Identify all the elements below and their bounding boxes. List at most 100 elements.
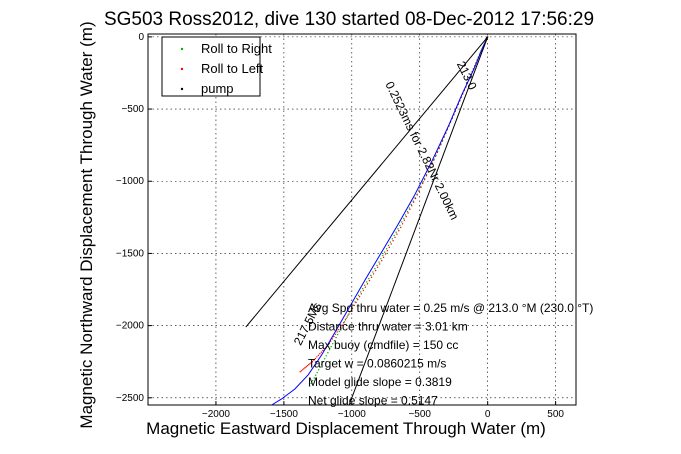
- x-tick-label: −1500: [270, 409, 299, 420]
- series-point: [304, 367, 306, 369]
- series-point: [356, 297, 358, 300]
- series-point: [316, 356, 318, 358]
- legend: Roll to Right Roll to Left pump: [161, 36, 272, 97]
- series-point: [409, 208, 411, 211]
- series-point: [399, 224, 401, 227]
- series-point: [370, 274, 372, 277]
- series-point: [320, 363, 323, 365]
- series-point: [336, 333, 339, 336]
- series-point: [310, 382, 312, 385]
- series-point: [325, 355, 327, 357]
- series-point: [319, 366, 321, 368]
- series-point: [349, 311, 351, 313]
- series-point: [393, 234, 395, 237]
- series-point: [423, 177, 426, 180]
- series-point: [396, 233, 398, 235]
- series-point: [436, 151, 439, 154]
- y-axis-ticks: 0 −500 −1000 −1500 −2000 −2500: [116, 32, 152, 404]
- series-point: [383, 251, 386, 253]
- series-point: [311, 360, 314, 363]
- y-tick-label: −1500: [116, 248, 145, 259]
- series-point: [351, 307, 354, 309]
- series-point: [300, 370, 303, 372]
- legend-marker: [180, 67, 184, 71]
- series-point: [338, 328, 340, 331]
- series-point: [328, 349, 331, 351]
- series-point: [317, 369, 320, 371]
- series-point: [322, 360, 324, 363]
- series-point: [344, 319, 347, 321]
- series-point: [427, 171, 429, 173]
- y-tick-label: −2500: [116, 393, 145, 404]
- series-point: [333, 339, 336, 342]
- series-point: [397, 228, 399, 230]
- series-point: [368, 279, 371, 282]
- series-point: [346, 316, 348, 318]
- series-point: [422, 182, 424, 185]
- legend-label: pump: [201, 81, 234, 96]
- x-tick-label: −1000: [338, 409, 367, 420]
- series-point: [376, 264, 378, 267]
- series-point: [401, 223, 404, 225]
- series-point: [316, 371, 318, 374]
- series-point: [368, 277, 370, 280]
- series-point: [381, 259, 383, 262]
- series-point: [395, 231, 397, 233]
- series-point: [366, 283, 369, 285]
- series-point: [314, 357, 317, 360]
- series-point: [416, 194, 418, 196]
- series-point: [386, 249, 389, 252]
- series-line: [271, 36, 489, 406]
- series-point: [347, 314, 349, 316]
- series-point: [366, 281, 368, 283]
- series-point: [331, 338, 333, 340]
- stat-line: Net glide slope = 0.5147: [308, 394, 438, 408]
- series-point: [308, 385, 311, 387]
- grid: [148, 34, 576, 405]
- stat-line: Distance thru water = 3.01 km: [308, 320, 468, 334]
- series-point: [423, 178, 426, 181]
- series-point: [372, 273, 375, 275]
- series-point: [434, 155, 437, 157]
- series-point: [330, 345, 332, 348]
- series-point: [348, 313, 350, 315]
- series-point: [353, 304, 355, 307]
- series-point: [378, 261, 380, 263]
- series-point: [322, 349, 324, 352]
- series-point: [422, 181, 424, 184]
- stats-block: Avg Spd thru water = 0.25 m/s @ 213.0 °M…: [308, 301, 593, 408]
- series-point: [439, 144, 442, 146]
- series-point: [340, 327, 342, 330]
- series-point: [317, 354, 320, 357]
- series-point: [320, 351, 323, 353]
- series-point: [358, 296, 361, 298]
- series-point: [404, 214, 407, 216]
- series-point: [394, 236, 396, 239]
- series-point: [382, 256, 385, 259]
- stat-line: Max buoy (cmdfile) = 150 cc: [308, 338, 458, 352]
- series-point: [376, 266, 379, 268]
- series-point: [420, 185, 422, 188]
- series-point: [412, 201, 415, 203]
- x-tick-label: 0: [485, 409, 491, 420]
- stat-line: Model glide slope = 0.3819: [308, 375, 452, 389]
- series-point: [387, 244, 390, 247]
- series-point: [336, 331, 338, 333]
- series-point: [406, 210, 409, 213]
- series-point: [364, 284, 366, 287]
- series-point: [400, 226, 402, 229]
- series-point: [374, 268, 376, 270]
- y-tick-label: 0: [138, 32, 144, 43]
- series-point: [433, 159, 435, 161]
- series-point: [361, 287, 364, 290]
- series-point: [385, 248, 388, 250]
- series-point: [359, 291, 362, 293]
- y-tick-label: −2000: [116, 321, 145, 332]
- legend-marker: [180, 47, 184, 51]
- series-point: [374, 269, 377, 272]
- series-point: [431, 163, 433, 165]
- series-point: [401, 221, 403, 223]
- series-point: [332, 342, 334, 345]
- x-tick-label: −500: [408, 409, 431, 420]
- y-tick-label: −1000: [116, 176, 145, 187]
